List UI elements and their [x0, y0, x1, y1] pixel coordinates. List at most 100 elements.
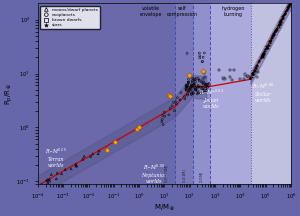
Point: [280, 13, 285, 17]
Point: [264, 46, 269, 50]
Point: [268, 39, 272, 42]
Point: [203, 87, 208, 90]
Point: [217, 68, 221, 72]
Point: [193, 78, 198, 81]
Point: [229, 78, 234, 82]
Point: [193, 88, 198, 91]
Point: [162, 114, 167, 118]
Text: volatile
envelope: volatile envelope: [140, 6, 163, 17]
Point: [253, 65, 258, 69]
Point: [228, 75, 232, 79]
Point: [288, 2, 292, 5]
Point: [248, 75, 253, 78]
Point: [200, 60, 205, 63]
Point: [278, 23, 282, 26]
Point: [197, 51, 202, 55]
Point: [206, 84, 211, 88]
Point: [261, 52, 266, 56]
Point: [196, 84, 200, 87]
Point: [264, 46, 269, 50]
Point: [200, 81, 204, 84]
Point: [175, 96, 180, 99]
Point: [186, 78, 191, 81]
Point: [252, 72, 256, 76]
Point: [184, 88, 188, 92]
Point: [187, 87, 192, 91]
Point: [97, 149, 102, 153]
Point: [105, 148, 110, 152]
Point: [245, 74, 250, 78]
Point: [250, 72, 255, 75]
Point: [227, 68, 232, 72]
Point: [185, 93, 190, 97]
Point: [195, 89, 200, 93]
Point: [282, 11, 287, 14]
Point: [280, 17, 285, 20]
Point: [197, 56, 202, 59]
Point: [184, 86, 189, 89]
Point: [276, 23, 281, 26]
Point: [201, 56, 206, 59]
Text: hydrogen
burning: hydrogen burning: [221, 6, 244, 17]
Point: [160, 114, 165, 117]
Point: [254, 75, 259, 79]
Point: [286, 5, 290, 9]
Point: [261, 51, 266, 55]
Point: [273, 30, 278, 33]
Point: [262, 47, 267, 51]
Point: [39, 183, 44, 186]
Point: [261, 51, 266, 55]
Point: [254, 66, 259, 69]
Point: [277, 21, 281, 24]
Point: [196, 85, 200, 89]
Point: [243, 73, 248, 76]
Point: [267, 40, 272, 43]
Point: [199, 80, 204, 84]
Point: [268, 39, 272, 43]
Point: [44, 178, 49, 182]
Point: [278, 22, 282, 25]
Point: [265, 43, 270, 46]
Point: [178, 98, 182, 102]
Point: [278, 22, 283, 25]
Point: [277, 23, 281, 26]
Point: [184, 84, 188, 87]
Point: [277, 23, 282, 27]
Point: [188, 85, 193, 88]
Point: [178, 91, 183, 94]
Point: [248, 76, 253, 79]
Point: [265, 46, 270, 49]
Point: [248, 76, 253, 80]
Point: [196, 77, 201, 80]
Point: [253, 69, 257, 72]
Point: [45, 181, 50, 184]
Point: [252, 68, 257, 72]
Point: [167, 113, 171, 117]
Point: [285, 7, 290, 10]
Point: [257, 58, 262, 62]
Point: [112, 140, 117, 144]
Point: [278, 18, 283, 22]
Point: [246, 75, 251, 79]
Point: [193, 80, 198, 83]
Point: [200, 87, 205, 91]
Point: [259, 56, 264, 60]
Point: [202, 90, 207, 94]
Point: [202, 82, 207, 85]
Point: [201, 86, 206, 89]
Text: R~M$^{0.50}$
Neptunian
worlds: R~M$^{0.50}$ Neptunian worlds: [141, 163, 167, 184]
Point: [269, 35, 274, 38]
Point: [270, 35, 275, 38]
Point: [197, 78, 202, 82]
Point: [255, 63, 260, 66]
Point: [265, 46, 269, 49]
Point: [96, 152, 100, 155]
Point: [193, 87, 198, 91]
Point: [190, 85, 195, 89]
Point: [274, 26, 279, 30]
Point: [274, 26, 279, 29]
Point: [265, 43, 270, 47]
Point: [190, 91, 195, 94]
Point: [262, 47, 267, 51]
Point: [287, 3, 292, 6]
